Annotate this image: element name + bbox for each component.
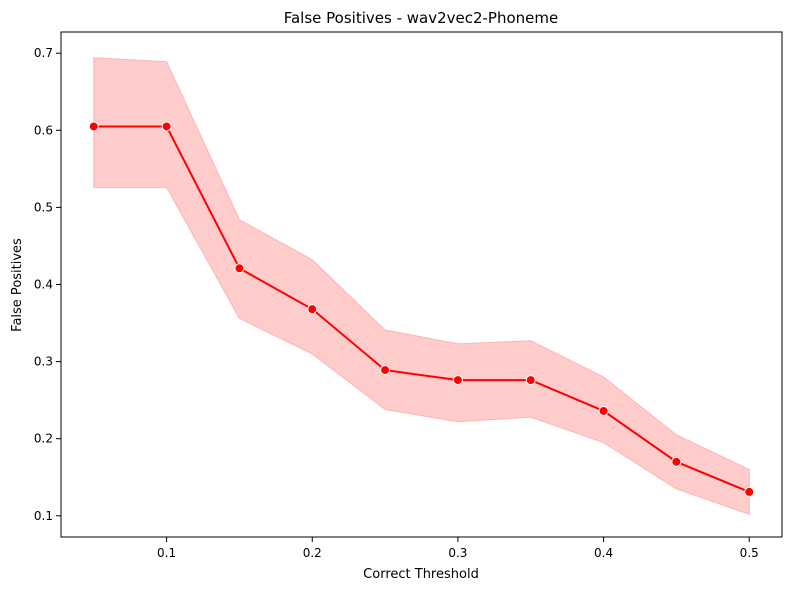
y-tick-label: 0.4 <box>34 278 53 292</box>
x-tick-label: 0.2 <box>303 546 322 560</box>
y-axis-label: False Positives <box>10 238 25 332</box>
data-point <box>598 405 609 416</box>
data-point <box>380 365 391 376</box>
x-tick-label: 0.3 <box>448 546 467 560</box>
y-tick-label: 0.5 <box>34 200 53 214</box>
x-tick-label: 0.5 <box>740 546 759 560</box>
data-point <box>671 456 682 467</box>
x-tick-label: 0.4 <box>594 546 613 560</box>
data-point <box>525 375 536 386</box>
y-tick-label: 0.1 <box>34 509 53 523</box>
confidence-band <box>93 57 750 515</box>
data-point <box>452 375 463 386</box>
data-point <box>161 121 172 132</box>
x-axis: 0.1 0.2 0.3 0.4 0.5 <box>157 537 759 560</box>
series-markers <box>88 121 755 497</box>
data-point <box>307 304 318 315</box>
plot-area <box>60 31 783 538</box>
y-axis: 0.1 0.2 0.3 0.4 0.5 0.6 0.7 <box>34 46 61 523</box>
x-axis-label: Correct Threshold <box>363 567 479 582</box>
x-tick-label: 0.1 <box>157 546 176 560</box>
y-tick-label: 0.2 <box>34 432 53 446</box>
chart-title: False Positives - wav2vec2-Phoneme <box>284 9 559 27</box>
y-tick-label: 0.7 <box>34 46 53 60</box>
data-point <box>744 486 755 497</box>
data-point <box>234 263 245 274</box>
y-tick-label: 0.6 <box>34 123 53 137</box>
series-line <box>93 125 750 493</box>
y-tick-label: 0.3 <box>34 355 53 369</box>
data-point <box>88 121 99 132</box>
